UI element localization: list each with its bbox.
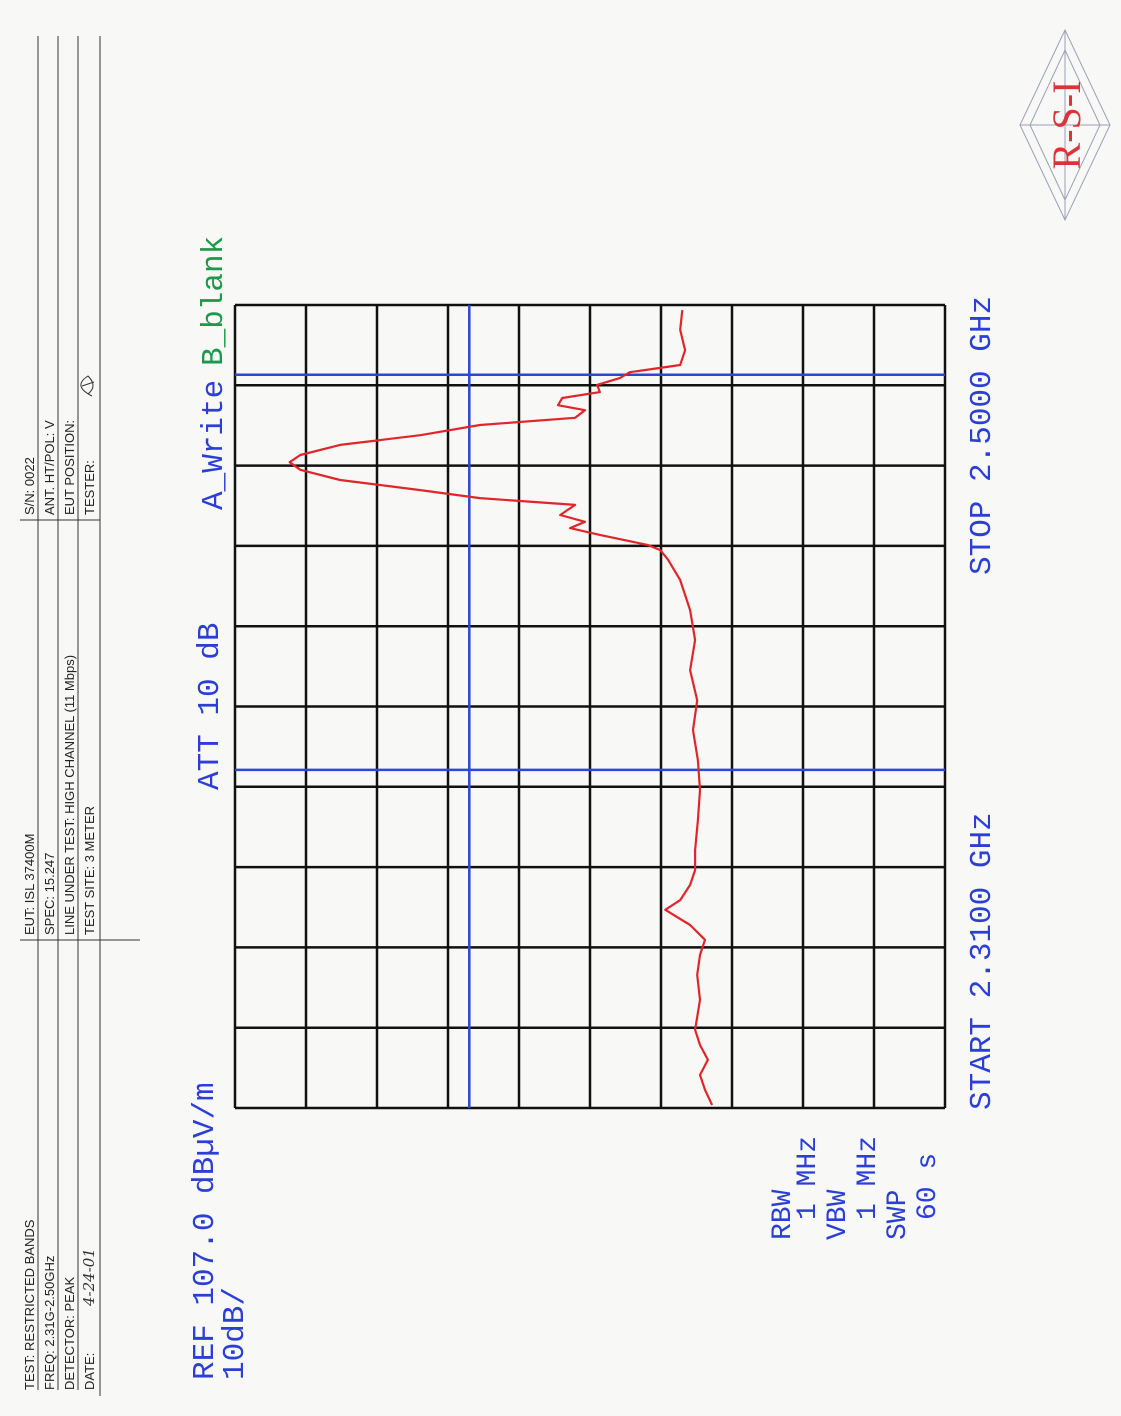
setting-label: SWP: [883, 1190, 914, 1240]
logo: [1019, 28, 1111, 222]
trace-b-label: B_blank: [197, 236, 232, 366]
setting-label: RBW: [768, 1189, 799, 1240]
stop-label: STOP 2.5000 GHz: [965, 296, 1000, 575]
header-cell: EUT: ISL 37400M: [22, 834, 37, 935]
tester-signature: [80, 375, 95, 397]
header-cell: TEST SITE: 3 METER: [82, 806, 97, 935]
header-cell: FREQ: 2.31G-2.50GHz: [42, 1256, 57, 1390]
start-label: START 2.3100 GHz: [965, 812, 1000, 1110]
header-cell: LINE UNDER TEST: HIGH CHANNEL (11 Mbps): [62, 655, 77, 935]
header-cell: TESTER:: [82, 460, 97, 515]
header-cell: EUT POSITION:: [62, 420, 77, 515]
setting-label: 1 MHz: [853, 1136, 884, 1220]
setting-label: 1 MHz: [793, 1136, 824, 1220]
setting-label: VBW: [823, 1189, 854, 1240]
att-label: ATT 10 dB: [193, 623, 228, 790]
ref-label: REF 107.0 dBµV/m: [188, 1082, 223, 1380]
header-cell: DATE:: [82, 1353, 97, 1390]
setting-label: 60 s: [913, 1153, 944, 1220]
scale-label: 10dB/: [218, 1287, 253, 1380]
header-cell: TEST: RESTRICTED BANDS: [22, 1219, 37, 1390]
logo-text: R-S-I: [1044, 81, 1089, 170]
trace-a-label: A_Write: [197, 380, 232, 510]
header-cell: DETECTOR: PEAK: [62, 1276, 77, 1390]
trace: [288, 309, 714, 1106]
header-table: [20, 36, 140, 1396]
header-cell: SPEC: 15.247: [42, 853, 57, 935]
date-handwritten: 4-24-01: [80, 1248, 98, 1307]
header-cell: ANT. HT/POL: V: [42, 420, 57, 515]
header-cell: S/N: 0022: [22, 457, 37, 515]
